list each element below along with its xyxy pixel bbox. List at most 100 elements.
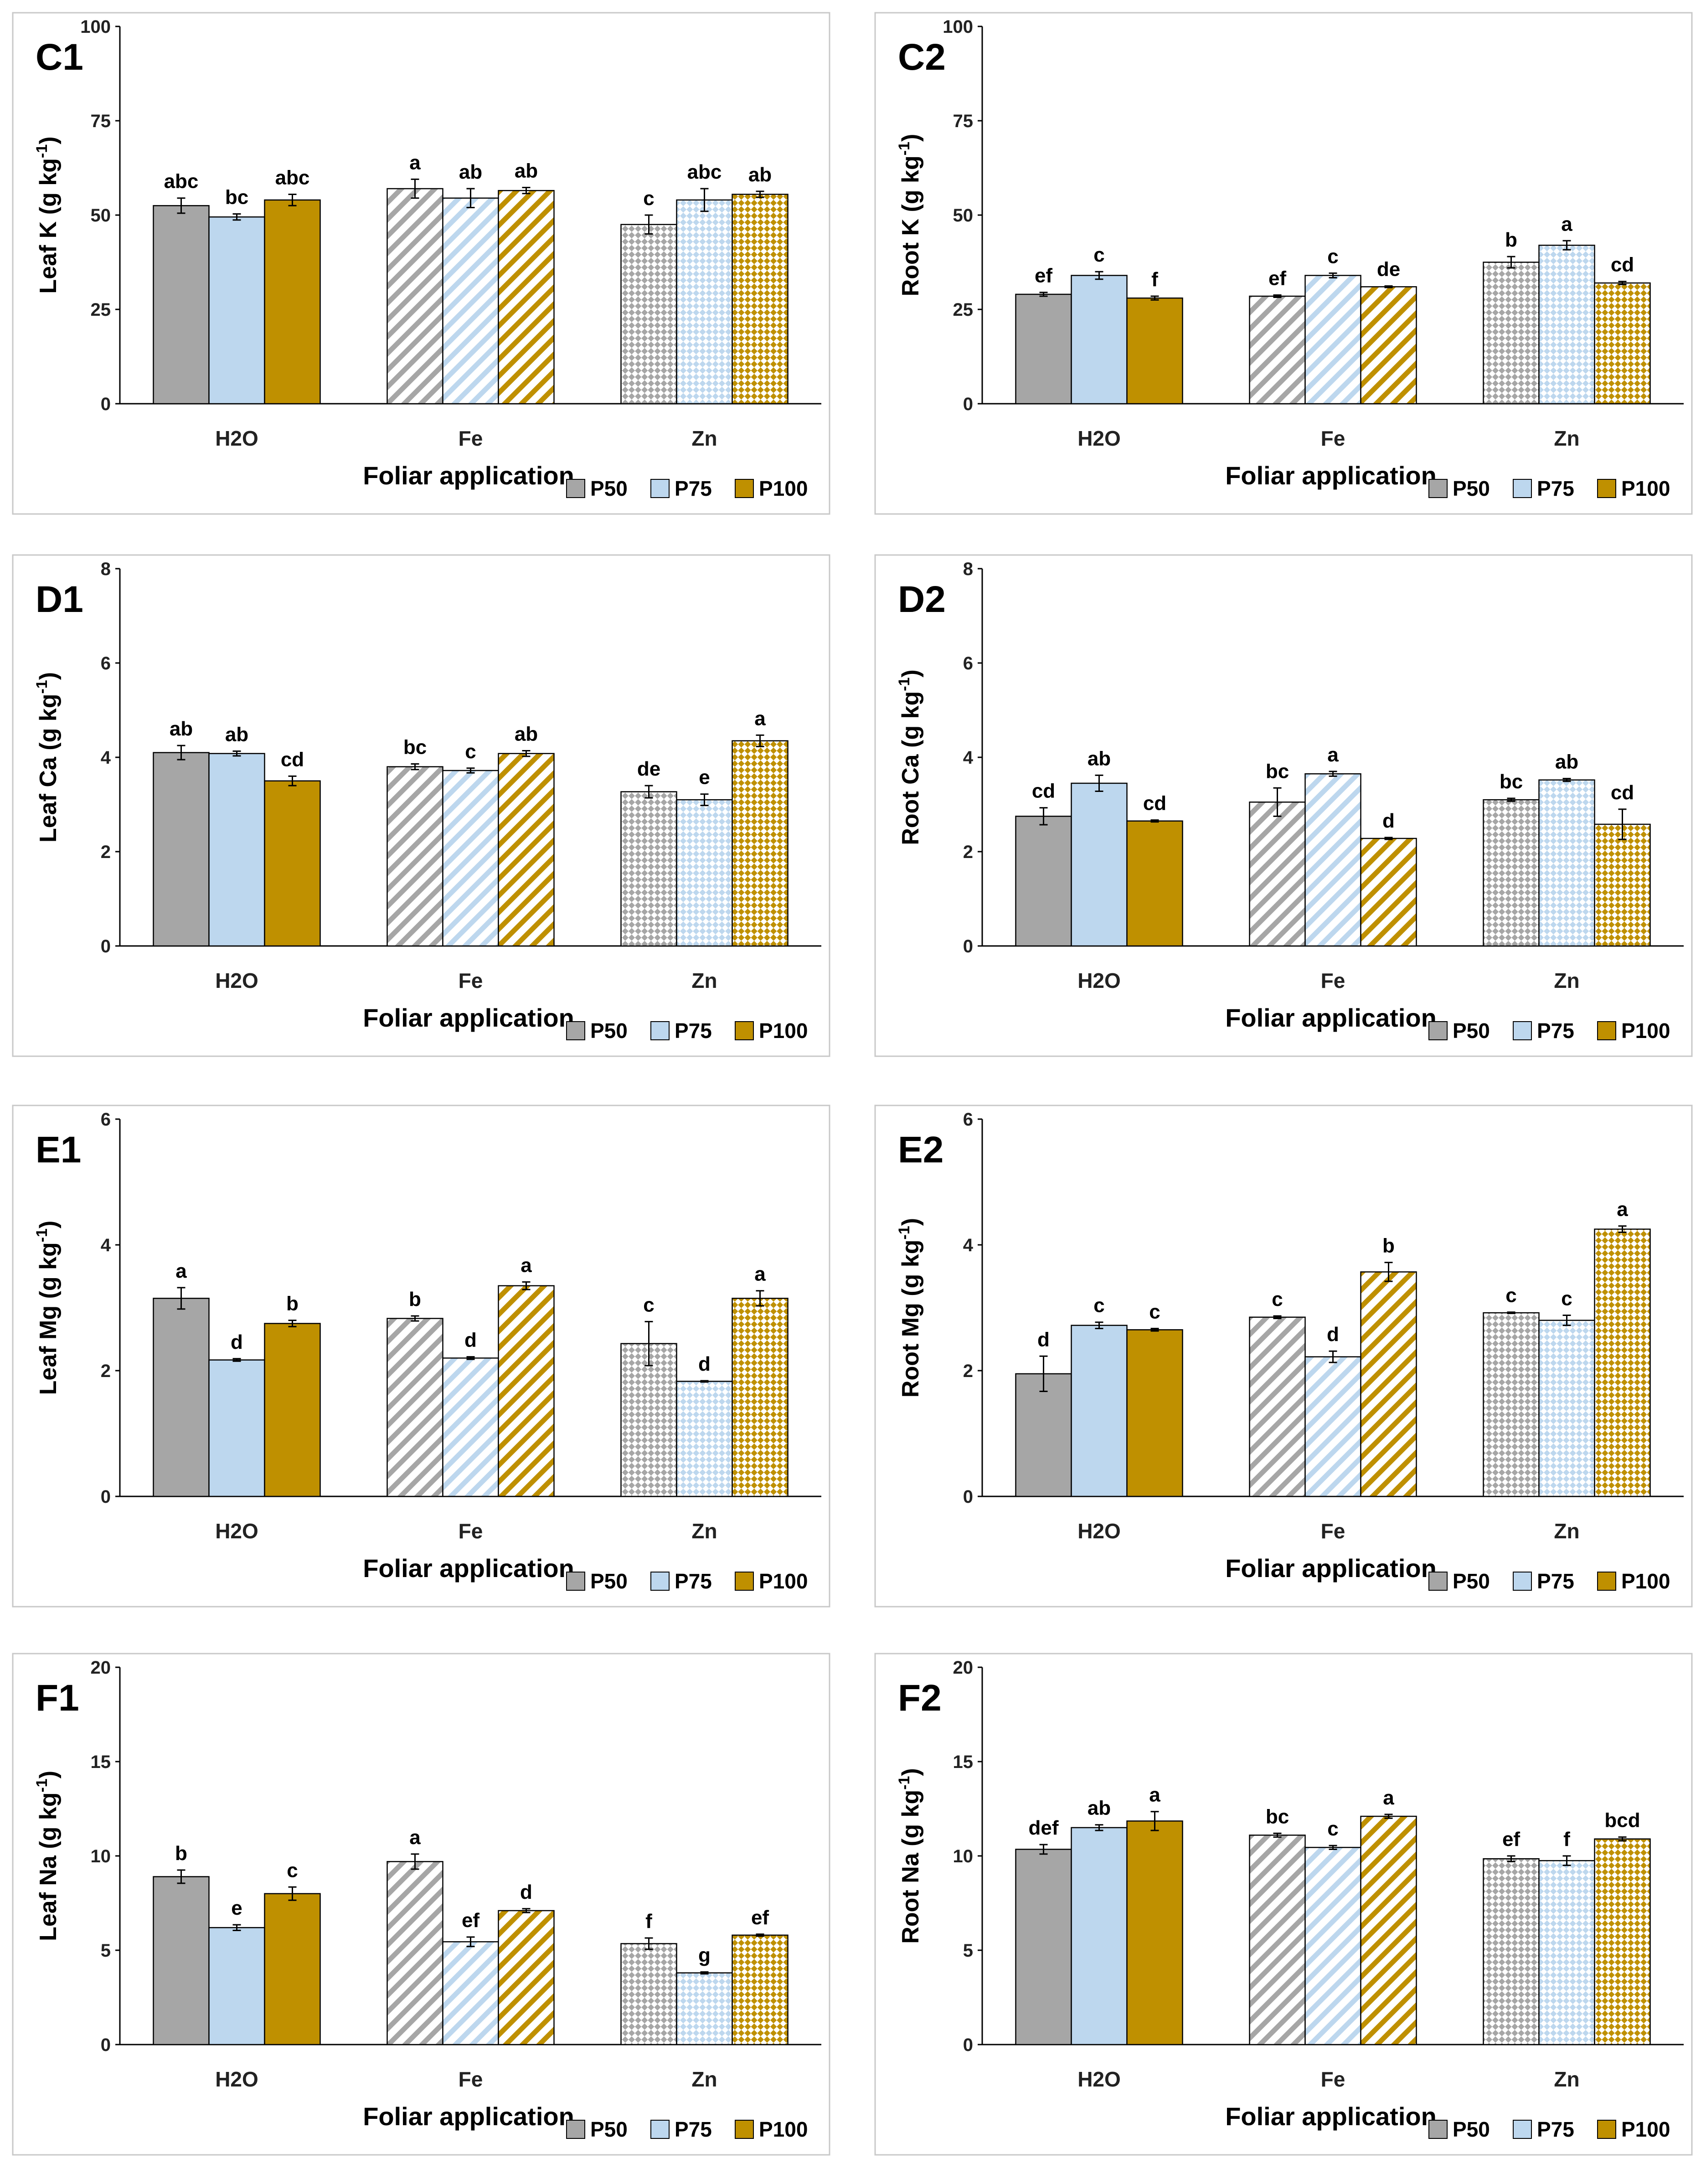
- bar-P50-Zn: [620, 791, 677, 947]
- y-tick-label: 6: [963, 1110, 973, 1130]
- y-tick-label: 50: [91, 206, 111, 226]
- panel-label: F1: [36, 1677, 79, 1719]
- significance-letter: a: [754, 1263, 766, 1285]
- bar-P50-Fe: [1249, 802, 1306, 947]
- legend-label-P100: P100: [759, 2117, 808, 2141]
- bar-P100-Fe: [498, 1285, 555, 1497]
- x-category-label: Zn: [1554, 969, 1579, 992]
- legend-swatch-P75: [650, 1021, 670, 1040]
- y-tick-label: 15: [91, 1752, 111, 1772]
- x-category-label: Zn: [691, 969, 717, 992]
- bar-P50-Zn: [1483, 262, 1540, 405]
- x-category-label: H2O: [215, 969, 258, 992]
- significance-letter: a: [409, 151, 421, 174]
- y-tick-label: 4: [963, 1235, 974, 1255]
- significance-letter: ef: [751, 1907, 769, 1929]
- bar-P50-Zn: [1483, 1312, 1540, 1497]
- legend-swatch-P100: [735, 1021, 754, 1040]
- bar-P50-H2O: [153, 752, 210, 947]
- significance-letter: def: [1029, 1817, 1059, 1839]
- significance-letter: bc: [1500, 771, 1523, 793]
- panel-label: C2: [898, 36, 946, 78]
- bar-P75-H2O: [1071, 275, 1128, 405]
- bar-P50-Fe: [387, 188, 443, 405]
- legend-label-P50: P50: [1453, 1019, 1490, 1043]
- bar-P100-Zn: [732, 1298, 789, 1497]
- significance-letter: cd: [1611, 781, 1634, 804]
- bar-P100-Zn: [1594, 823, 1651, 947]
- legend-label-P50: P50: [590, 2117, 628, 2141]
- legend-swatch-P100: [1597, 479, 1616, 498]
- x-category-label: H2O: [1077, 969, 1121, 992]
- legend-swatch-P75: [1513, 1021, 1532, 1040]
- x-axis-title: Foliar application: [363, 1554, 574, 1583]
- significance-letter: ab: [170, 718, 193, 740]
- legend-label-P100: P100: [1621, 1019, 1670, 1043]
- y-tick-label: 0: [963, 936, 973, 956]
- legend-swatch-P50: [1428, 479, 1448, 498]
- y-tick-label: 20: [91, 1658, 111, 1678]
- y-tick-label: 0: [101, 936, 111, 956]
- legend-label-P75: P75: [675, 1019, 712, 1043]
- bar-P100-Zn: [1594, 282, 1651, 405]
- y-tick-label: 50: [953, 206, 974, 226]
- x-category-label: H2O: [1077, 427, 1121, 450]
- legend-swatch-P75: [1513, 1572, 1532, 1591]
- y-tick-label: 6: [963, 653, 973, 673]
- legend-swatch-P50: [566, 1572, 585, 1591]
- y-axis-title: Root K (g kg-1): [896, 134, 924, 297]
- y-tick-label: 2: [963, 842, 973, 862]
- bar-P50-Fe: [1249, 1316, 1306, 1497]
- significance-letter: c: [1093, 244, 1104, 266]
- bar-P50-Fe: [1249, 1835, 1306, 2045]
- significance-letter: b: [286, 1293, 299, 1315]
- y-axis-title: Root Na (g kg-1): [896, 1768, 924, 1944]
- legend-label-P75: P75: [1537, 477, 1574, 500]
- x-category-label: Fe: [459, 2067, 483, 2091]
- panel-label: E2: [898, 1129, 943, 1171]
- y-tick-label: 8: [101, 559, 111, 579]
- legend-label-P100: P100: [1621, 477, 1670, 500]
- bar-P50-Zn: [620, 1343, 677, 1497]
- bar-P100-Zn: [1594, 1838, 1651, 2045]
- significance-letter: a: [521, 1254, 532, 1276]
- significance-letter: f: [1563, 1828, 1570, 1850]
- legend-label-P100: P100: [759, 477, 808, 500]
- y-tick-label: 0: [963, 2035, 973, 2055]
- significance-letter: bc: [1266, 1805, 1289, 1828]
- bar-P100-H2O: [1126, 297, 1183, 405]
- legend-label-P50: P50: [1453, 2117, 1490, 2141]
- significance-letter: ab: [1088, 747, 1111, 770]
- legend-swatch-P50: [1428, 2120, 1448, 2139]
- bar-P100-H2O: [264, 780, 321, 947]
- significance-letter: ab: [1088, 1797, 1111, 1819]
- bar-P100-H2O: [264, 1323, 321, 1497]
- bar-P50-H2O: [153, 1298, 210, 1497]
- bar-P75-Zn: [1538, 1320, 1595, 1497]
- y-tick-label: 25: [953, 300, 974, 320]
- legend-label-P75: P75: [1537, 1569, 1574, 1593]
- significance-letter: bc: [225, 186, 248, 209]
- bar-P100-Fe: [1360, 1815, 1417, 2045]
- significance-letter: cd: [1143, 792, 1166, 815]
- bar-P50-Zn: [1483, 799, 1540, 947]
- bar-P75-Zn: [1538, 244, 1595, 405]
- bar-P100-Fe: [1360, 838, 1417, 947]
- significance-letter: ab: [459, 161, 482, 183]
- y-tick-label: 8: [963, 559, 973, 579]
- significance-letter: de: [1377, 258, 1400, 281]
- bar-P100-Zn: [732, 740, 789, 947]
- bar-P75-H2O: [208, 1927, 265, 2045]
- y-tick-label: 2: [963, 1361, 973, 1381]
- legend-swatch-P100: [1597, 1572, 1616, 1591]
- y-axis-title: Leaf Ca (g kg-1): [33, 672, 62, 843]
- y-tick-label: 15: [953, 1752, 974, 1772]
- bar-P75-Fe: [1304, 1847, 1361, 2045]
- legend-swatch-P75: [1513, 479, 1532, 498]
- bar-P100-H2O: [264, 1893, 321, 2045]
- bar-P100-Fe: [498, 1910, 555, 2045]
- y-tick-label: 5: [963, 1941, 973, 1961]
- legend-swatch-P50: [1428, 1021, 1448, 1040]
- bar-P100-H2O: [1126, 820, 1183, 947]
